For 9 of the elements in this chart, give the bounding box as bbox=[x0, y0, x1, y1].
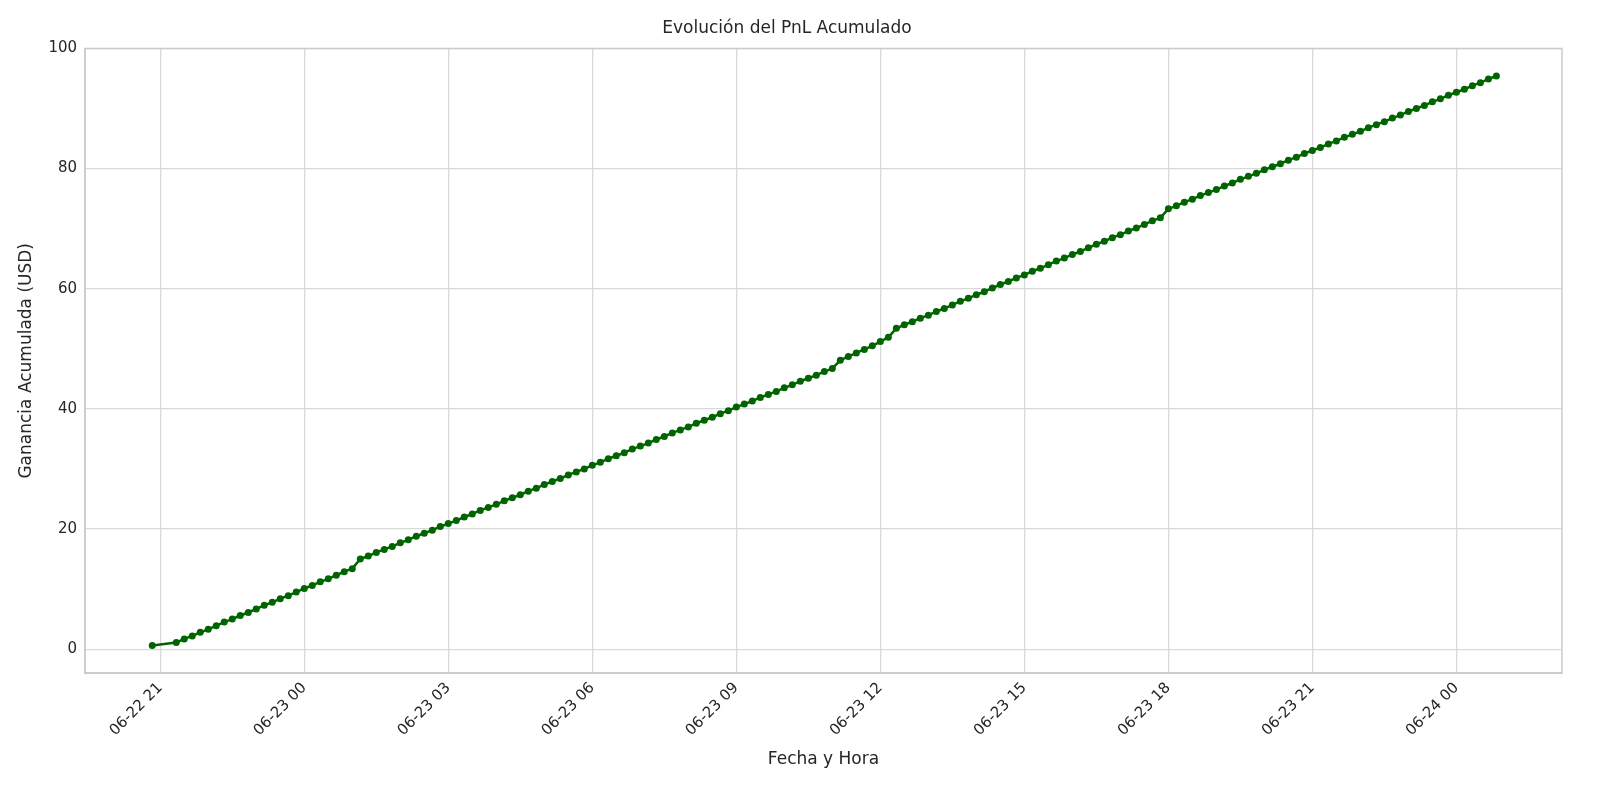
x-axis-title: Fecha y Hora bbox=[767, 748, 880, 769]
y-tick-label: 20 bbox=[57, 518, 78, 537]
y-tick-label: 60 bbox=[57, 278, 78, 297]
y-tick-label: 100 bbox=[48, 38, 78, 57]
y-axis-title: Ganancia Acumulada (USD) bbox=[14, 243, 35, 479]
chart-title: Evolución del PnL Acumulado bbox=[662, 16, 912, 37]
y-tick-label: 40 bbox=[57, 398, 78, 417]
y-tick-label: 80 bbox=[57, 158, 78, 177]
y-tick-label: 0 bbox=[67, 639, 78, 658]
